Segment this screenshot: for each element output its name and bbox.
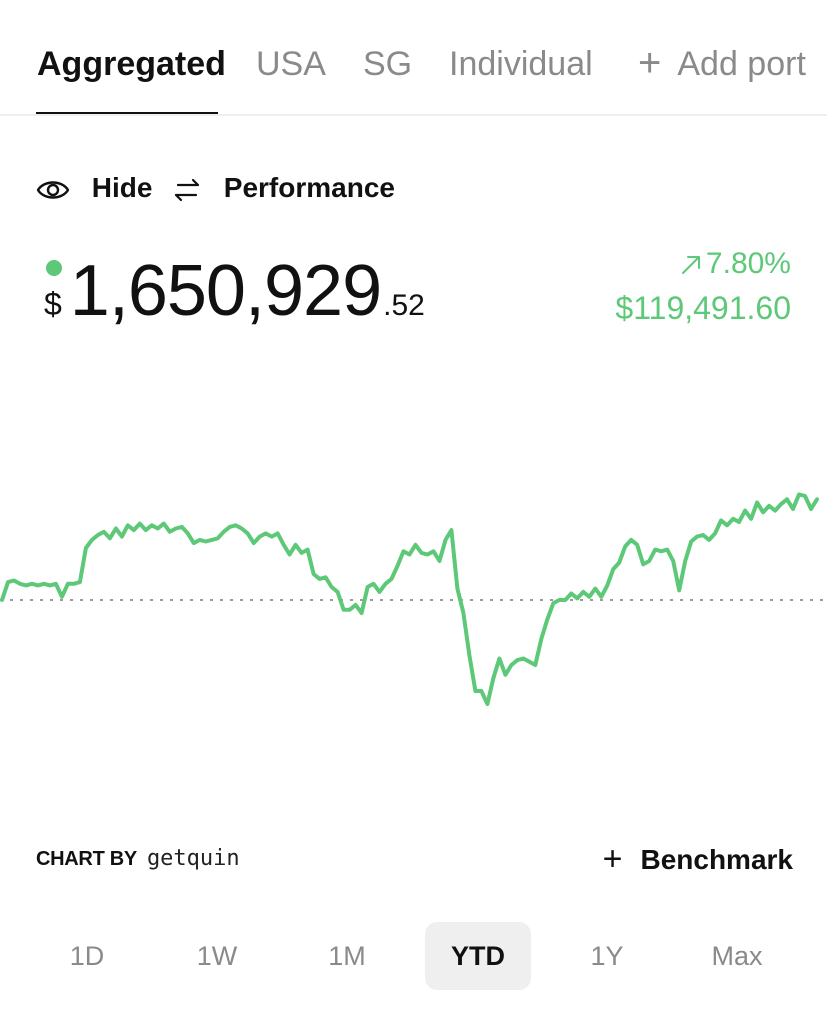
plus-icon: + [602, 840, 623, 878]
currency-symbol: $ [44, 286, 62, 322]
benchmark-label: Benchmark [640, 844, 793, 875]
plus-icon: + [638, 41, 662, 85]
chart-brand: getquin [146, 846, 240, 871]
performance-label: Performance [223, 172, 395, 203]
add-portfolio-label: Add port [677, 45, 806, 83]
change-absolute: $119,491.60 [615, 290, 791, 326]
chart-attribution: CHART BY getquin [36, 846, 240, 871]
add-portfolio-button[interactable]: + Add port [638, 42, 806, 86]
value-main: 1,650,929 [69, 251, 382, 331]
tab-usa[interactable]: USA [256, 45, 326, 83]
value-cents: .52 [383, 289, 425, 322]
performance-change: 7.80% $119,491.60 [615, 244, 791, 328]
period-1m[interactable]: 1M [328, 941, 366, 971]
performance-chart[interactable] [0, 470, 827, 730]
change-percent: 7.80% [705, 247, 791, 280]
period-ytd[interactable]: YTD [425, 922, 531, 990]
period-1w[interactable]: 1W [196, 941, 238, 971]
tab-individual[interactable]: Individual [449, 45, 593, 83]
period-1d[interactable]: 1D [69, 941, 105, 971]
add-benchmark-button[interactable]: + Benchmark [603, 842, 793, 878]
live-indicator-dot [46, 260, 62, 276]
hide-label: Hide [91, 172, 153, 203]
portfolio-value: $1,650,929.52 [44, 250, 425, 332]
hide-button[interactable]: Hide [36, 168, 152, 208]
active-tab-indicator [36, 112, 218, 114]
tab-sg[interactable]: SG [363, 45, 413, 83]
chart-series-line [0, 492, 819, 706]
period-1y[interactable]: 1Y [590, 941, 624, 971]
eye-icon [36, 180, 70, 199]
arrow-up-right-icon [681, 256, 700, 275]
portfolio-tabs: Aggregated USA SG Individual + Add port [0, 0, 827, 116]
swap-arrows-icon [174, 178, 200, 201]
tab-aggregated[interactable]: Aggregated [37, 45, 226, 83]
chart-by-label: CHART BY [36, 848, 137, 870]
period-max[interactable]: Max [711, 941, 763, 971]
performance-toggle[interactable]: Performance [172, 168, 395, 208]
